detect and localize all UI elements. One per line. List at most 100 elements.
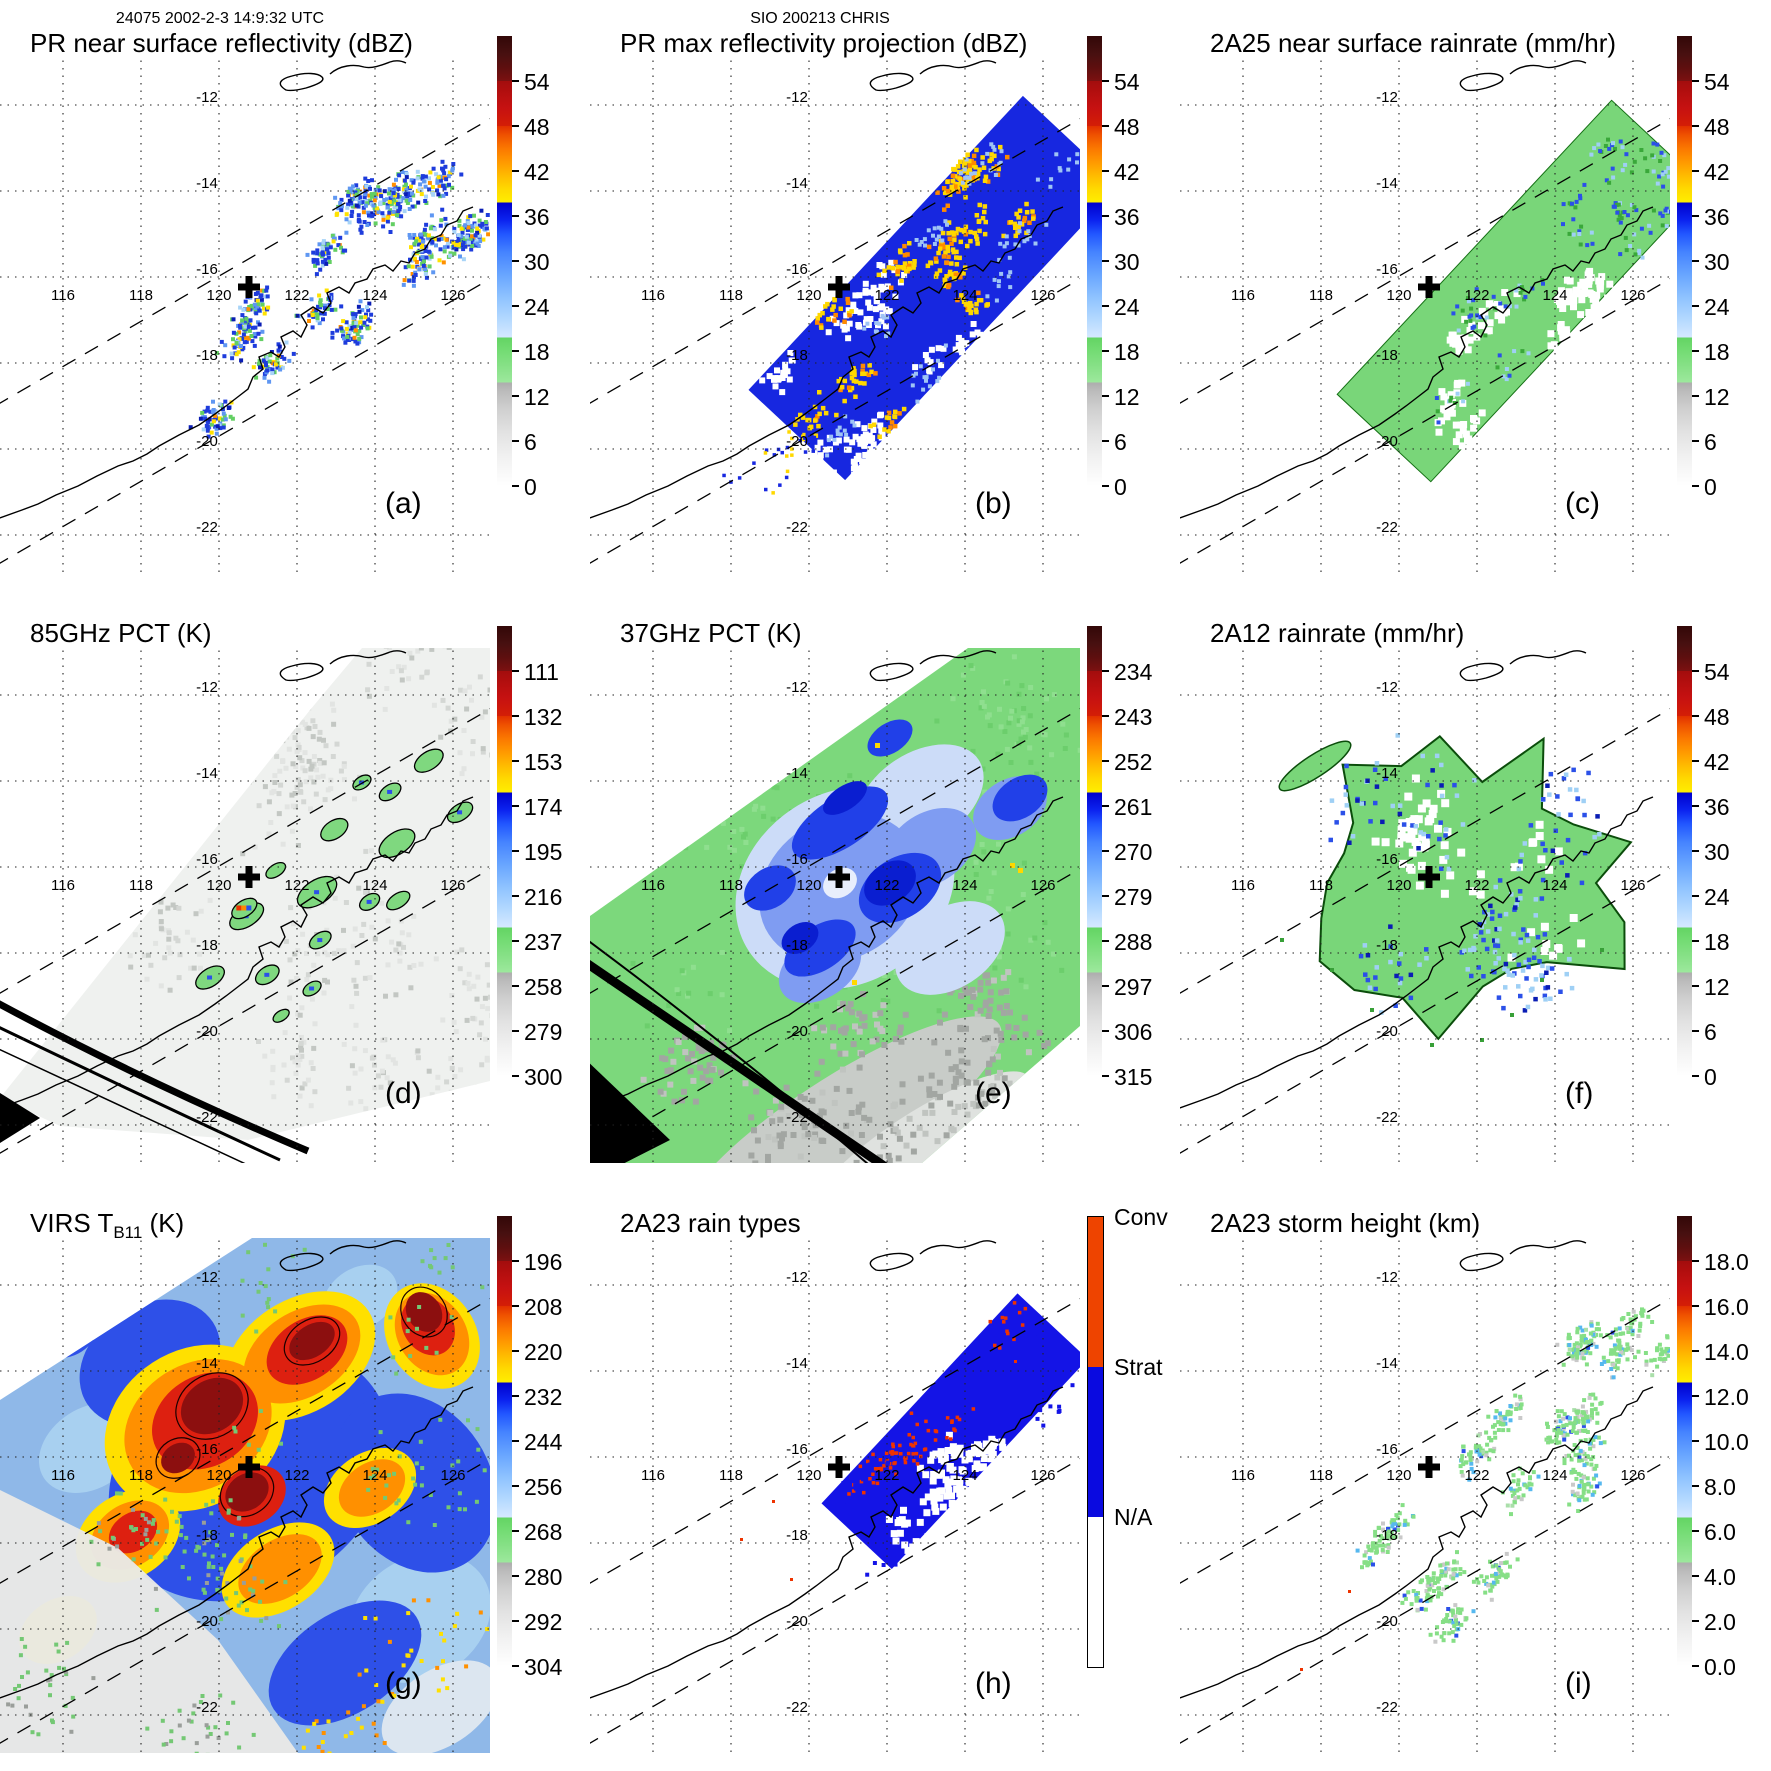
panel-letter: (c) <box>1565 487 1600 520</box>
colorbar-tick <box>1692 1075 1699 1077</box>
panel-h: 2A23 rain types 116 118 120 122 124 126 -12 -14 -… <box>590 1180 1181 1771</box>
lat-label: -18 <box>786 347 808 364</box>
colorbar-label-d-6: 237 <box>524 929 563 955</box>
grid-labels: 116 118 120 122 124 126 -12 -14 -16 -18 -20 -22 <box>1231 1269 1645 1716</box>
lon-label: 116 <box>51 287 75 304</box>
colorbar-tick <box>1692 1350 1699 1352</box>
colorbar-label-i-6: 6.0 <box>1704 1519 1736 1545</box>
colorbar-label-g-0: 196 <box>524 1249 563 1275</box>
panel-a-title: PR near surface reflectivity (dBZ) <box>30 28 413 58</box>
swath-edge-dashed-lines <box>590 1298 1080 1744</box>
lon-label: 122 <box>284 877 309 894</box>
panel-g: VIRS TB11 (K) 116 118 120 122 124 126 -12 -14 -16… <box>0 1180 591 1771</box>
lat-label: -14 <box>196 1355 218 1372</box>
storm-center-cross <box>238 1456 260 1478</box>
colorbar-tick <box>1692 670 1699 672</box>
colorbar-tick <box>1102 1030 1109 1032</box>
lon-label: 124 <box>362 287 387 304</box>
lon-label: 116 <box>51 877 75 894</box>
colorbar-label-b-5: 24 <box>1114 294 1140 320</box>
panel-letter: (a) <box>385 487 422 520</box>
colorbar-label-g-4: 244 <box>524 1429 563 1455</box>
lon-label: 120 <box>796 287 821 304</box>
colorbar-label-g-9: 304 <box>524 1654 563 1680</box>
panel-d: 85GHz PCT (K) 116 118 120 122 124 126 -12 -14 -16… <box>0 590 591 1181</box>
coastline <box>590 650 1064 1109</box>
lon-label: 116 <box>51 1467 75 1484</box>
colorbar-label-b-2: 42 <box>1114 159 1140 185</box>
colorbar-label-f-4: 30 <box>1704 839 1730 865</box>
lat-label: -12 <box>786 89 808 106</box>
panel-f-title: 2A12 rainrate (mm/hr) <box>1210 618 1465 648</box>
colorbar-g <box>497 1216 512 1666</box>
colorbar-c <box>1677 36 1692 486</box>
lon-label: 120 <box>206 287 231 304</box>
pr-max-reflectivity-swath <box>722 95 1080 495</box>
colorbar-label-g-1: 208 <box>524 1294 563 1320</box>
coastline <box>1180 650 1654 1109</box>
rainrate-swath <box>1336 99 1670 483</box>
colorbar-tick <box>1692 1440 1699 1442</box>
colorbar-tick <box>512 125 519 127</box>
lat-label: -22 <box>1376 519 1398 536</box>
colorbar-label-b-9: 0 <box>1114 474 1127 500</box>
colorbar-label-a-8: 6 <box>524 429 537 455</box>
lon-label: 126 <box>1620 287 1645 304</box>
colorbar-label-h-1: Strat <box>1114 1354 1163 1380</box>
lon-label: 122 <box>1464 877 1489 894</box>
colorbar-tick <box>512 1305 519 1307</box>
lon-label: 126 <box>1620 1467 1645 1484</box>
lon-label: 126 <box>1030 877 1055 894</box>
lat-label: -18 <box>196 937 218 954</box>
colorbar-label-b-7: 12 <box>1114 384 1140 410</box>
colorbar-label-d-3: 174 <box>524 794 563 820</box>
colorbar-tick <box>1102 80 1109 82</box>
colorbar-tick <box>1102 670 1109 672</box>
colorbar-h <box>1087 1216 1104 1668</box>
panel-b: PR max reflectivity projection (dBZ) 116 1… <box>590 0 1181 591</box>
lat-label: -12 <box>1376 1269 1398 1286</box>
lat-label: -20 <box>196 433 218 450</box>
scan-edge-arcs <box>0 1000 310 1163</box>
panel-letter: (g) <box>385 1667 422 1700</box>
colorbar-tick <box>1692 215 1699 217</box>
lon-label: 126 <box>1030 1467 1055 1484</box>
lon-label: 116 <box>1231 1467 1255 1484</box>
panel-c-title: 2A25 near surface rainrate (mm/hr) <box>1210 28 1617 58</box>
lat-label: -20 <box>1376 1023 1398 1040</box>
lat-label: -20 <box>786 1023 808 1040</box>
colorbar-tick <box>1102 850 1109 852</box>
swath-edge-dashed-lines <box>1180 708 1670 1154</box>
lat-label: -18 <box>786 937 808 954</box>
colorbar-tick <box>1692 805 1699 807</box>
lat-label: -22 <box>196 1699 218 1716</box>
grid-labels: 116 118 120 122 124 126 -12 -14 -16 -18 -20 -22 <box>641 1269 1055 1716</box>
lat-label: -22 <box>1376 1699 1398 1716</box>
colorbar-label-c-9: 0 <box>1704 474 1717 500</box>
colorbar-tick <box>1692 895 1699 897</box>
lat-label: -14 <box>1376 765 1398 782</box>
colorbar-label-e-3: 261 <box>1114 794 1153 820</box>
colorbar-tick <box>1692 1665 1699 1667</box>
lat-label: -12 <box>1376 89 1398 106</box>
colorbar-label-d-2: 153 <box>524 749 563 775</box>
virs-ir-field <box>0 1238 490 1753</box>
lon-label: 120 <box>1386 877 1411 894</box>
colorbar-tick <box>1692 1575 1699 1577</box>
lat-label: -18 <box>196 1527 218 1544</box>
coastline <box>1180 1240 1654 1699</box>
colorbar-label-i-9: 0.0 <box>1704 1654 1736 1680</box>
colorbar-label-a-0: 54 <box>524 69 550 95</box>
colorbar-label-a-1: 48 <box>524 114 550 140</box>
colorbar-label-g-3: 232 <box>524 1384 563 1410</box>
colorbar-tick <box>1692 1030 1699 1032</box>
lon-label: 120 <box>1386 1467 1411 1484</box>
colorbar-tick <box>512 80 519 82</box>
lat-label: -14 <box>786 175 808 192</box>
colorbar-e <box>1087 626 1102 1076</box>
lat-label: -20 <box>786 1613 808 1630</box>
colorbar-tick <box>512 1075 519 1077</box>
storm-height-swath <box>1300 1307 1670 1671</box>
swath-edge-dashed-lines <box>590 708 1080 1154</box>
header-storm-id: SIO 200213 CHRIS <box>750 10 890 27</box>
